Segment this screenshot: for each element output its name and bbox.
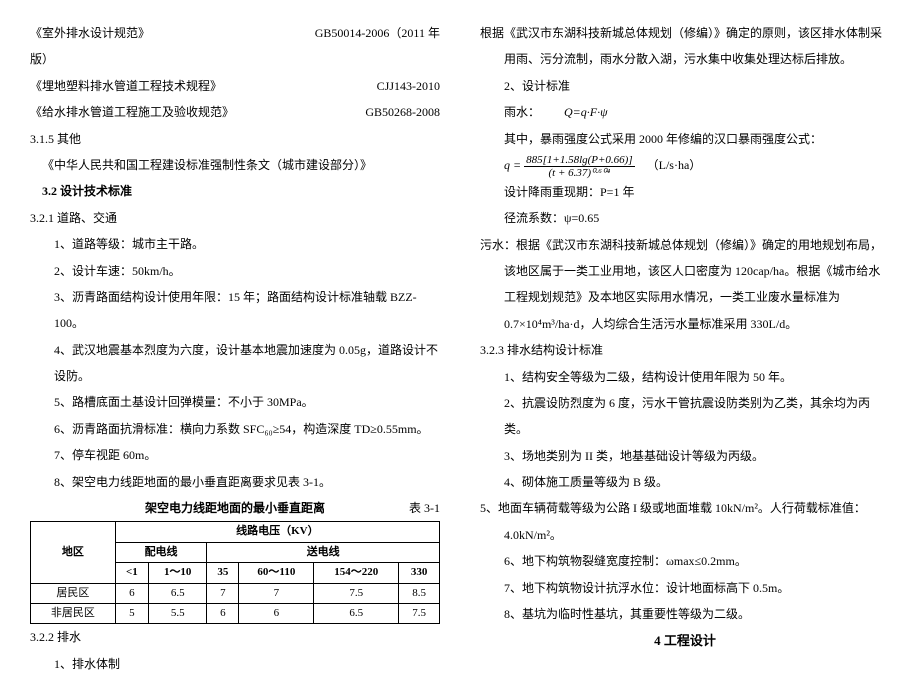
td: 7.5 (399, 603, 440, 623)
td: 5.5 (149, 603, 207, 623)
th-sub1: 配电线 (115, 542, 207, 562)
td: 6 (115, 583, 148, 603)
item: 1、排水体制 (30, 651, 440, 677)
td: 5 (115, 603, 148, 623)
numerator: 885[1+1.58lg(P+0.66)] (524, 154, 635, 167)
rain-formula: Q=q·F·ψ (564, 105, 608, 119)
item: 设计降雨重现期：P=1 年 (480, 179, 890, 205)
road-item: 5、路槽底面土基设计回弹模量：不小于 30MPa。 (30, 389, 440, 415)
td: 6.5 (314, 603, 399, 623)
th-col: <1 (115, 563, 148, 583)
paragraph: 污水：根据《武汉市东湖科技新城总体规划（修编）》确定的用地规划布局，该地区属于一… (480, 232, 890, 338)
td-label: 非居民区 (31, 603, 116, 623)
table-row: 非居民区 5 5.5 6 6 6.5 7.5 (31, 603, 440, 623)
item: 2、设计标准 (480, 73, 890, 99)
th-col: 330 (399, 563, 440, 583)
struct-item: 4、砌体施工质量等级为 B 级。 (480, 469, 890, 495)
td: 6.5 (149, 583, 207, 603)
struct-item: 7、地下构筑物设计抗浮水位：设计地面标高下 0.5m。 (480, 575, 890, 601)
rain-line: 雨水： Q=q·F·ψ (480, 99, 890, 125)
denominator: (t + 6.37)⁰·⁶⁰⁴ (524, 167, 635, 179)
th-voltage: 线路电压（KV） (115, 522, 439, 542)
section-322: 3.2.2 排水 (30, 624, 440, 650)
left-column: 《室外排水设计规范》 GB50014-2006（2011 年 版） 《埋地塑料排… (30, 20, 440, 677)
code-row: 《给水排水管道工程施工及验收规范》 GB50268-2008 (30, 99, 440, 125)
unit: （L/s·ha） (647, 158, 702, 172)
road-item: 2、设计车速：50km/h。 (30, 258, 440, 284)
td: 8.5 (399, 583, 440, 603)
struct-item: 5、地面车辆荷载等级为公路 I 级或地面堆载 10kN/m²。人行荷载标准值：4… (480, 495, 890, 548)
th-sub2: 送电线 (207, 542, 440, 562)
q-eq: q = (504, 158, 521, 172)
th-col: 60～110 (239, 563, 314, 583)
code-num: CJJ143-2010 (377, 73, 440, 99)
td: 7.5 (314, 583, 399, 603)
road-item: 8、架空电力线距地面的最小垂直距离要求见表 3-1。 (30, 469, 440, 495)
table-row: 居民区 6 6.5 7 7 7.5 8.5 (31, 583, 440, 603)
rain-label: 雨水： (504, 105, 540, 119)
fraction: 885[1+1.58lg(P+0.66)] (t + 6.37)⁰·⁶⁰⁴ (524, 154, 635, 179)
section-315: 3.1.5 其他 (30, 126, 440, 152)
right-column: 根据《武汉市东湖科技新城总体规划（修编）》确定的原则，该区排水体制采用雨、污分流… (480, 20, 890, 677)
th-region: 地区 (31, 522, 116, 583)
code-row: 《室外排水设计规范》 GB50014-2006（2011 年 (30, 20, 440, 46)
td: 6 (207, 603, 239, 623)
section-32: 3.2 设计技术标准 (30, 178, 440, 204)
th-col: 35 (207, 563, 239, 583)
table-number: 表 3-1 (409, 495, 440, 521)
code-row: 《埋地塑料排水管道工程技术规程》 CJJ143-2010 (30, 73, 440, 99)
table-row: 地区 线路电压（KV） (31, 522, 440, 542)
road-item: 7、停车视距 60m。 (30, 442, 440, 468)
struct-item: 2、抗震设防烈度为 6 度，污水干管抗震设防类别为乙类，其余均为丙类。 (480, 390, 890, 443)
section-323: 3.2.3 排水结构设计标准 (480, 337, 890, 363)
struct-item: 6、地下构筑物裂缝宽度控制：ωmax≤0.2mm。 (480, 548, 890, 574)
th-col: 1～10 (149, 563, 207, 583)
table-title-text: 架空电力线距地面的最小垂直距离 (145, 501, 325, 515)
struct-item: 3、场地类别为 II 类，地基基础设计等级为丙级。 (480, 443, 890, 469)
th-col: 154～220 (314, 563, 399, 583)
struct-item: 8、基坑为临时性基坑，其重要性等级为二级。 (480, 601, 890, 627)
clearance-table: 地区 线路电压（KV） 配电线 送电线 <1 1～10 35 60～110 15… (30, 521, 440, 624)
road-item: 6、沥青路面抗滑标准：横向力系数 SFC₆₀≥54，构造深度 TD≥0.55mm… (30, 416, 440, 442)
td: 7 (207, 583, 239, 603)
code-name: 《埋地塑料排水管道工程技术规程》 (30, 73, 377, 99)
item: 径流系数：ψ=0.65 (480, 205, 890, 231)
td: 7 (239, 583, 314, 603)
struct-item: 1、结构安全等级为二级，结构设计使用年限为 50 年。 (480, 364, 890, 390)
road-item: 3、沥青路面结构设计使用年限：15 年；路面结构设计标准轴载 BZZ-100。 (30, 284, 440, 337)
section-321: 3.2.1 道路、交通 (30, 205, 440, 231)
paragraph: 其中，暴雨强度公式采用 2000 年修编的汉口暴雨强度公式： (480, 126, 890, 152)
code-num: GB50268-2008 (365, 99, 440, 125)
code-num: GB50014-2006（2011 年 (315, 20, 440, 46)
td: 6 (239, 603, 314, 623)
road-item: 4、武汉地震基本烈度为六度，设计基本地震加速度为 0.05g，道路设计不设防。 (30, 337, 440, 390)
road-item: 1、道路等级：城市主干路。 (30, 231, 440, 257)
code-name: 《室外排水设计规范》 (30, 20, 315, 46)
storm-formula: q = 885[1+1.58lg(P+0.66)] (t + 6.37)⁰·⁶⁰… (480, 152, 890, 179)
td-label: 居民区 (31, 583, 116, 603)
paragraph: 根据《武汉市东湖科技新城总体规划（修编）》确定的原则，该区排水体制采用雨、污分流… (480, 20, 890, 73)
code-name: 《给水排水管道工程施工及验收规范》 (30, 99, 365, 125)
table-title: 架空电力线距地面的最小垂直距离 表 3-1 (30, 495, 440, 521)
item: 《中华人民共和国工程建设标准强制性条文（城市建设部分）》 (30, 152, 440, 178)
section-4: 4 工程设计 (480, 627, 890, 656)
code-row: 版） (30, 46, 440, 72)
